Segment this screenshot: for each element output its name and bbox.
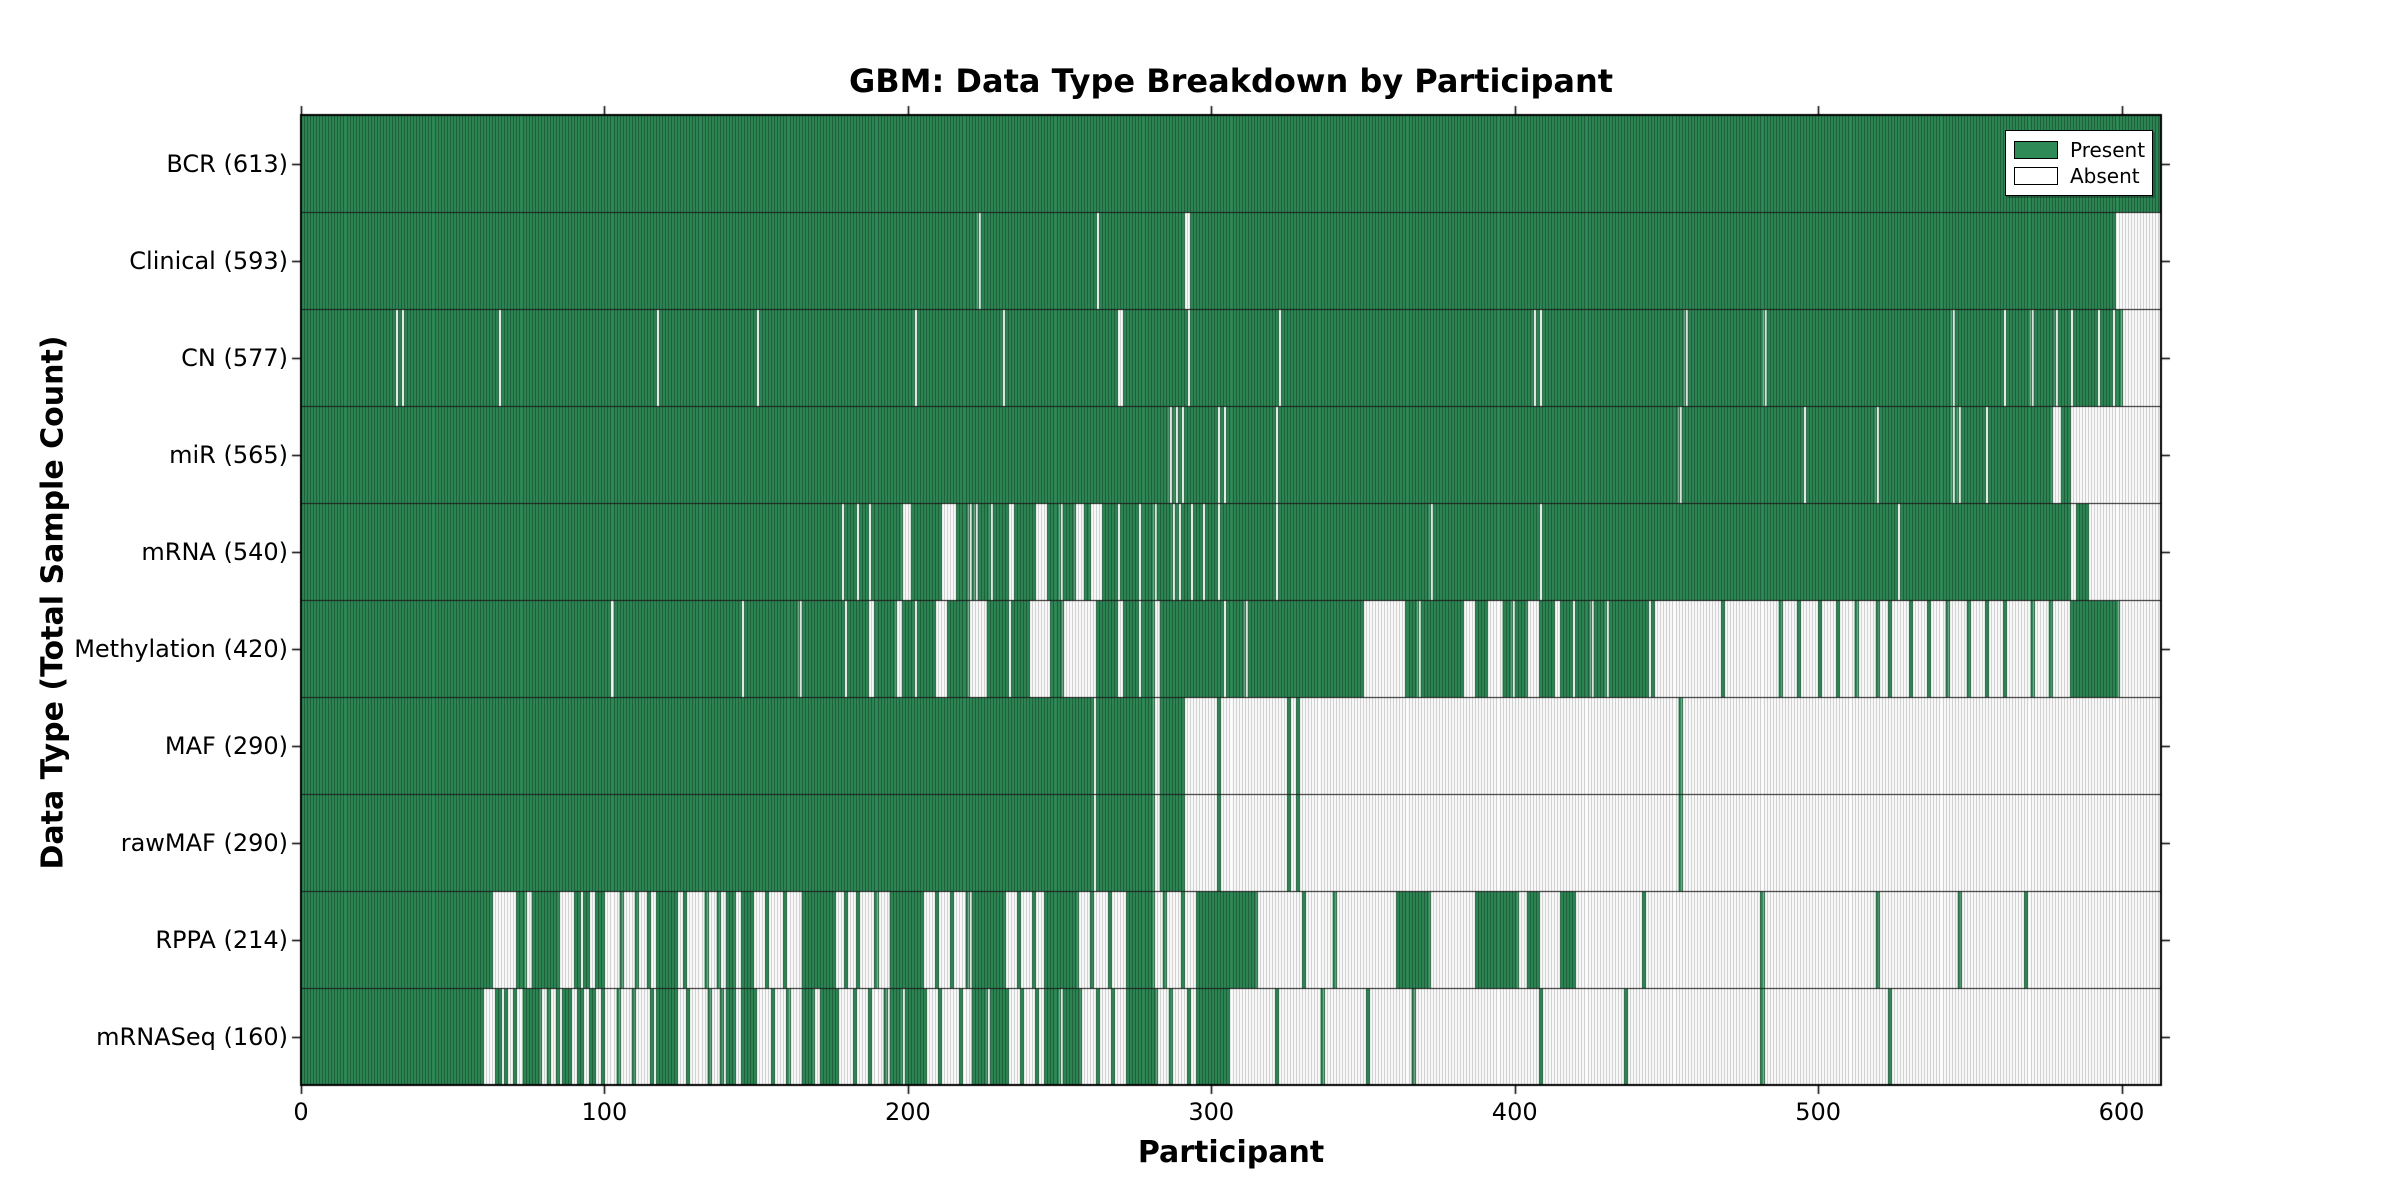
- x-tick-label-200: 200: [884, 1098, 931, 1126]
- legend-absent-label: Absent: [2070, 164, 2140, 188]
- y-tick-label-CN: CN (577): [181, 343, 288, 372]
- chart-title: GBM: Data Type Breakdown by Participant: [848, 62, 1614, 100]
- x-axis-label: Participant: [1137, 1135, 1325, 1170]
- x-tick-label-400: 400: [1491, 1098, 1538, 1126]
- y-tick-label-MAF: MAF (290): [164, 731, 288, 760]
- y-tick-label-RPPA: RPPA (214): [155, 925, 288, 954]
- y-tick-label-mRNA: mRNA (540): [141, 537, 288, 566]
- legend-present-label: Present: [2070, 138, 2146, 162]
- x-tick-label-500: 500: [1795, 1098, 1842, 1126]
- legend: Present Absent: [2005, 130, 2153, 196]
- y-tick-label-miR: miR (565): [169, 440, 288, 469]
- y-tick-label-rawMAF: rawMAF (290): [120, 828, 288, 857]
- x-tick-label-300: 300: [1188, 1098, 1235, 1126]
- present-swatch-icon: [2014, 141, 2058, 159]
- y-tick-label-mRNASeq: mRNASeq (160): [96, 1022, 288, 1051]
- y-tick-label-BCR: BCR (613): [166, 149, 288, 178]
- x-tick-label-600: 600: [2098, 1098, 2145, 1126]
- legend-entry-present: Present: [2014, 137, 2146, 163]
- y-tick-label-Methylation: Methylation (420): [74, 634, 288, 663]
- absent-swatch-icon: [2014, 167, 2058, 185]
- y-tick-label-Clinical: Clinical (593): [129, 246, 288, 275]
- legend-entry-absent: Absent: [2014, 163, 2144, 189]
- x-tick-label-100: 100: [581, 1098, 628, 1126]
- x-tick-label-0: 0: [293, 1098, 309, 1126]
